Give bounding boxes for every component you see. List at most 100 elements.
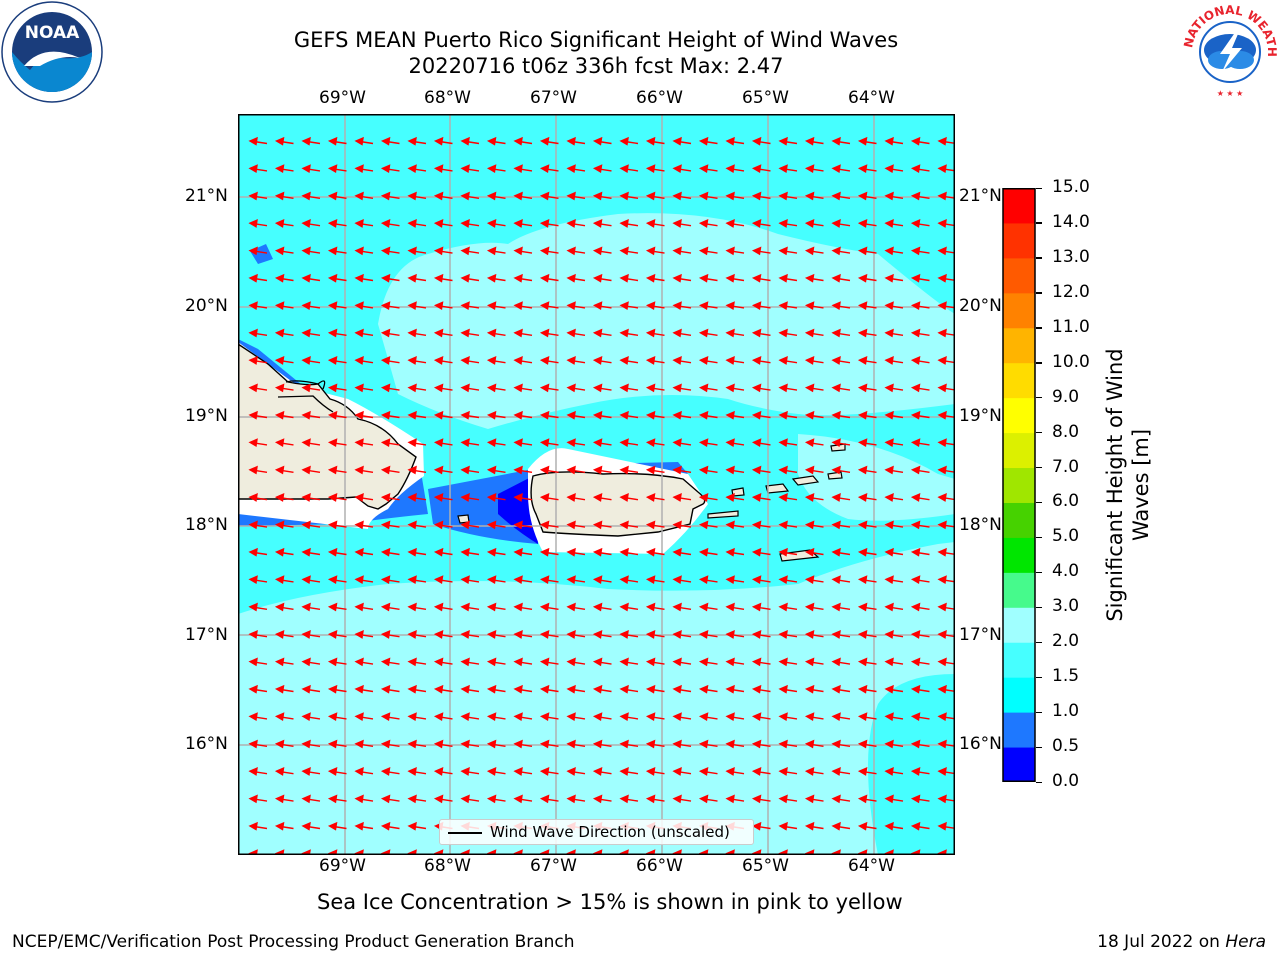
wind-wave-arrow [672,684,692,694]
wind-wave-arrow [592,465,612,475]
wind-wave-arrow [804,410,824,420]
colorbar-tick-mark [1036,711,1042,713]
lat-label-right: 16°N [959,734,1002,754]
wind-wave-arrow [592,438,612,448]
wind-wave-arrow [751,246,771,256]
wind-wave-arrow [778,547,798,557]
wind-wave-arrow [248,328,268,338]
wind-wave-arrow [407,520,427,530]
wind-wave-arrow [460,767,480,776]
colorbar-swatch [1003,467,1035,503]
wind-wave-arrow [407,273,427,283]
wind-wave-arrow [645,794,665,804]
wind-wave-arrow [248,273,268,283]
wind-wave-arrow [539,383,559,393]
wind-wave-arrow [725,136,745,146]
wind-wave-arrow [380,794,400,804]
wind-wave-arrow [698,520,718,530]
wind-wave-arrow [884,328,904,338]
wind-wave-arrow [248,520,268,530]
colorbar-tick-label: 4.0 [1052,561,1080,582]
wind-wave-arrow [831,767,851,776]
colorbar-tick-mark [1036,641,1042,644]
wind-wave-arrow [327,410,347,420]
wind-wave-arrow [460,273,480,283]
wind-wave-arrow [380,602,400,612]
wind-wave-arrow [672,630,692,639]
wind-wave-arrow [433,246,453,256]
wind-wave-arrow [672,273,692,283]
wind-wave-arrow [433,356,453,365]
colorbar-swatch [1003,502,1035,538]
wind-wave-arrow [645,657,665,667]
wind-wave-arrow [248,438,268,448]
wind-wave-arrow [539,410,559,420]
wind-wave-arrow [539,520,559,530]
wind-wave-arrow [301,739,321,749]
wind-wave-arrow [751,273,771,283]
wind-wave-arrow [539,547,559,557]
wind-wave-arrow [407,630,427,639]
lon-label-top: 64°W [848,88,895,108]
wind-wave-arrow [619,575,639,585]
wind-wave-arrow [619,191,639,201]
wind-wave-arrow [751,520,771,530]
wind-wave-arrow [592,520,612,530]
wind-wave-arrow [380,821,400,831]
wind-wave-arrow [857,328,877,338]
wind-wave-arrow [566,164,586,174]
wind-wave-arrow [592,712,612,722]
wind-wave-arrow [566,712,586,722]
wind-wave-arrow [248,657,268,667]
wind-wave-arrow [460,219,480,228]
wind-wave-arrow [248,301,268,311]
wind-wave-arrow [433,493,453,502]
colorbar-swatch [1003,712,1035,748]
lon-label-bottom: 66°W [636,856,683,876]
wind-wave-arrow [592,575,612,585]
wind-wave-arrow [857,438,877,448]
wind-wave-arrow [645,246,665,256]
wind-wave-arrow [619,246,639,256]
wind-wave-arrow [857,739,877,749]
colorbar-tick-mark [1036,571,1042,574]
wind-wave-arrow [804,630,824,639]
wind-wave-arrow [354,575,374,585]
wind-wave-arrow [857,712,877,722]
wind-wave-arrow [433,410,453,420]
wind-wave-arrow [831,328,851,338]
wind-wave-arrow [725,410,745,420]
wind-wave-arrow [592,383,612,393]
wind-wave-arrow [433,438,453,448]
wind-wave-arrow [884,219,904,228]
wind-wave-arrow [910,547,930,557]
sea-ice-note: Sea Ice Concentration > 15% is shown in … [317,890,903,914]
wind-wave-arrow [486,356,506,365]
wind-wave-arrow [592,684,612,694]
wind-wave-arrow [751,356,771,365]
wind-wave-arrow [274,739,294,749]
wind-wave-arrow [274,547,294,557]
wind-wave-arrow [619,410,639,420]
wind-wave-arrow [751,191,771,201]
wind-wave-arrow [433,191,453,201]
colorbar-swatch [1003,257,1035,294]
wind-wave-arrow [301,684,321,694]
map-frame [238,114,955,855]
wind-wave-arrow [698,794,718,804]
wind-wave-arrow [698,712,718,722]
wind-wave-arrow [725,273,745,283]
wind-wave-arrow [725,383,745,393]
wave-field-high-south [238,542,955,855]
colorbar-label-line-1: Significant Height of Wind [1103,348,1127,622]
wind-wave-arrow [566,465,586,475]
wind-wave-arrow [513,767,533,776]
wind-wave-arrow [327,794,347,804]
wind-wave-arrow [804,383,824,393]
wind-wave-arrow [460,410,480,420]
wind-wave-arrow [486,547,506,557]
noaa-logo-text: NOAA [25,23,80,43]
wind-wave-arrow [751,794,771,804]
wind-wave-arrow [354,246,374,256]
wind-wave-arrow [380,191,400,201]
